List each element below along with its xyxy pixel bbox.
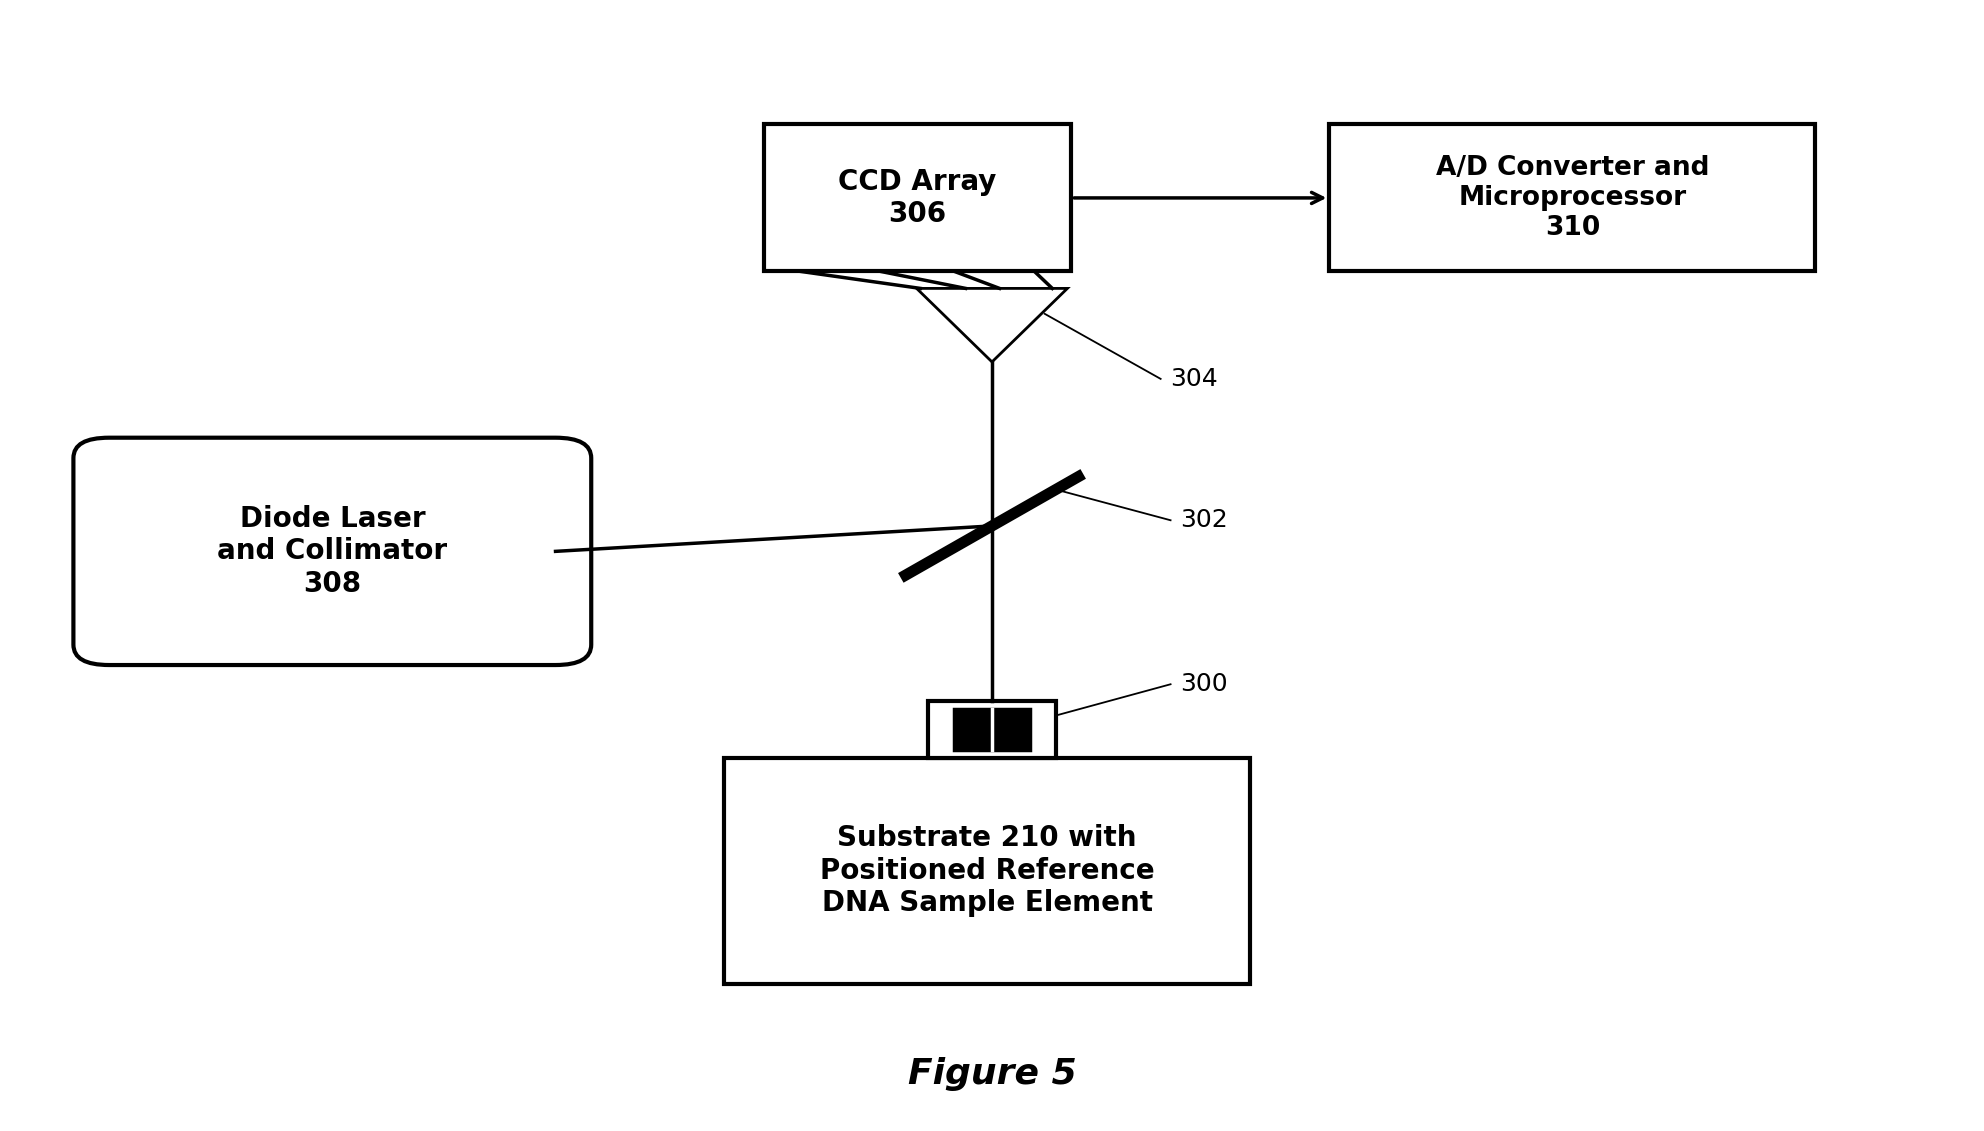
FancyBboxPatch shape — [73, 438, 591, 665]
Bar — [954, 709, 1030, 750]
Text: 300: 300 — [1180, 672, 1228, 697]
Bar — [929, 701, 1055, 758]
Text: Diode Laser
and Collimator
308: Diode Laser and Collimator 308 — [218, 504, 446, 598]
Text: CCD Array
306: CCD Array 306 — [839, 167, 996, 228]
Bar — [764, 124, 1071, 271]
Bar — [1329, 124, 1815, 271]
Text: A/D Converter and
Microprocessor
310: A/D Converter and Microprocessor 310 — [1436, 155, 1708, 241]
Text: 304: 304 — [1171, 366, 1218, 391]
Text: Figure 5: Figure 5 — [907, 1057, 1077, 1091]
Bar — [724, 758, 1250, 984]
Text: 302: 302 — [1180, 508, 1228, 533]
Polygon shape — [917, 288, 1067, 362]
Text: Substrate 210 with
Positioned Reference
DNA Sample Element: Substrate 210 with Positioned Reference … — [819, 824, 1155, 917]
